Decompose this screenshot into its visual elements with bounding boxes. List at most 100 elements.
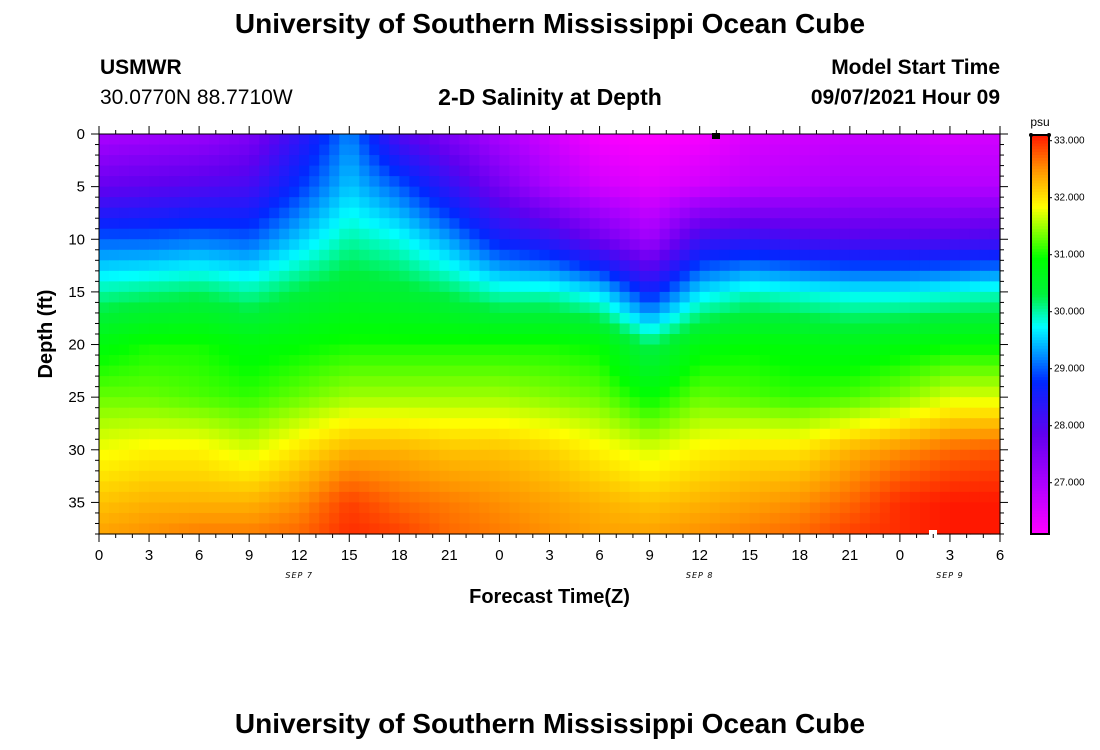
heatmap-cell bbox=[839, 523, 851, 535]
heatmap-cell bbox=[489, 312, 501, 325]
heatmap-cell bbox=[359, 270, 370, 282]
heatmap-cell bbox=[259, 449, 270, 461]
y-tick-label: 35 bbox=[68, 494, 85, 511]
heatmap-cell bbox=[729, 470, 741, 482]
heatmap-cell bbox=[729, 291, 741, 304]
heatmap-cell bbox=[649, 207, 661, 219]
heatmap-cell bbox=[299, 397, 310, 409]
heatmap-cell bbox=[859, 281, 871, 293]
colorbar-segment bbox=[1031, 422, 1049, 427]
heatmap-cell bbox=[899, 512, 911, 525]
heatmap-cell bbox=[539, 218, 551, 230]
heatmap-cell bbox=[319, 228, 330, 240]
heatmap-cell bbox=[589, 218, 601, 230]
heatmap-cell bbox=[779, 355, 791, 367]
heatmap-cell bbox=[339, 207, 350, 219]
heatmap-cell bbox=[219, 249, 230, 261]
heatmap-cell bbox=[129, 344, 140, 356]
y-tick-label: 30 bbox=[68, 442, 85, 459]
heatmap-cell bbox=[189, 386, 200, 398]
heatmap-cell bbox=[919, 407, 931, 419]
heatmap-cell bbox=[739, 186, 751, 198]
heatmap-cell bbox=[289, 197, 300, 209]
heatmap-cell bbox=[269, 176, 280, 188]
colorbar-segment bbox=[1031, 414, 1049, 418]
heatmap-cell bbox=[559, 281, 571, 293]
heatmap-cell bbox=[949, 449, 961, 461]
heatmap-cell bbox=[249, 197, 260, 209]
heatmap-cell bbox=[779, 386, 791, 398]
heatmap-cell bbox=[799, 323, 811, 335]
heatmap-cell bbox=[989, 376, 1001, 388]
heatmap-cell bbox=[129, 376, 140, 388]
heatmap-cell bbox=[499, 491, 511, 504]
heatmap-cell bbox=[399, 460, 410, 472]
heatmap-cell bbox=[969, 365, 981, 377]
heatmap-cell bbox=[119, 355, 130, 367]
heatmap-cell bbox=[149, 407, 160, 419]
heatmap-cell bbox=[569, 249, 581, 261]
heatmap-cell bbox=[699, 376, 711, 388]
heatmap-cell bbox=[529, 281, 541, 293]
heatmap-cell bbox=[649, 355, 661, 367]
heatmap-cell bbox=[539, 407, 551, 419]
heatmap-cell bbox=[259, 270, 270, 282]
heatmap-cell bbox=[359, 218, 370, 230]
heatmap-cell bbox=[729, 418, 741, 430]
heatmap-cell bbox=[549, 470, 561, 482]
heatmap-cell bbox=[869, 291, 881, 304]
heatmap-cell bbox=[329, 239, 340, 251]
heatmap-cell bbox=[169, 260, 180, 272]
heatmap-cell bbox=[109, 334, 120, 346]
heatmap-cell bbox=[309, 302, 320, 314]
heatmap-cell bbox=[649, 418, 661, 430]
heatmap-cell bbox=[199, 376, 210, 388]
heatmap-cell bbox=[459, 449, 471, 461]
colorbar-segment bbox=[1031, 223, 1049, 227]
heatmap-cell bbox=[969, 344, 981, 356]
heatmap-cell bbox=[459, 312, 471, 325]
colorbar-segment bbox=[1031, 368, 1049, 373]
heatmap-cell bbox=[769, 207, 781, 219]
heatmap-cell bbox=[459, 355, 471, 367]
heatmap-cell bbox=[109, 428, 120, 440]
heatmap-cell bbox=[879, 176, 891, 188]
heatmap-cell bbox=[319, 155, 330, 167]
heatmap-cell bbox=[799, 144, 811, 156]
heatmap-cell bbox=[779, 291, 791, 304]
heatmap-cell bbox=[139, 176, 150, 188]
heatmap-cell bbox=[969, 512, 981, 525]
heatmap-cell bbox=[929, 439, 941, 451]
heatmap-cell bbox=[209, 344, 220, 356]
colorbar-segment bbox=[1031, 454, 1049, 458]
heatmap-cell bbox=[699, 165, 711, 177]
heatmap-cell bbox=[379, 512, 390, 525]
heatmap-cell bbox=[749, 144, 761, 156]
heatmap-cell bbox=[499, 397, 511, 409]
heatmap-cell bbox=[529, 270, 541, 282]
heatmap-cell bbox=[439, 365, 450, 377]
heatmap-cell bbox=[519, 418, 531, 430]
heatmap-cell bbox=[419, 323, 430, 335]
colorbar-segment bbox=[1031, 320, 1049, 324]
heatmap-cell bbox=[569, 291, 581, 304]
heatmap-cell bbox=[489, 249, 501, 261]
heatmap-cell bbox=[629, 491, 641, 504]
heatmap-cell bbox=[979, 523, 991, 535]
heatmap-cell bbox=[549, 428, 561, 440]
heatmap-cell bbox=[419, 197, 430, 209]
heatmap-cell bbox=[479, 165, 491, 177]
heatmap-cell bbox=[409, 449, 420, 461]
heatmap-cell bbox=[889, 302, 901, 314]
heatmap-cell bbox=[299, 165, 310, 177]
heatmap-cell bbox=[689, 165, 701, 177]
heatmap-cell bbox=[669, 239, 681, 251]
heatmap-cell bbox=[529, 239, 541, 251]
heatmap-cell bbox=[949, 502, 961, 514]
heatmap-cell bbox=[329, 186, 340, 198]
heatmap-cell bbox=[499, 323, 511, 335]
heatmap-cell bbox=[819, 460, 831, 472]
heatmap-cell bbox=[519, 491, 531, 504]
colorbar-segment bbox=[1031, 382, 1049, 387]
heatmap-cell bbox=[439, 428, 450, 440]
